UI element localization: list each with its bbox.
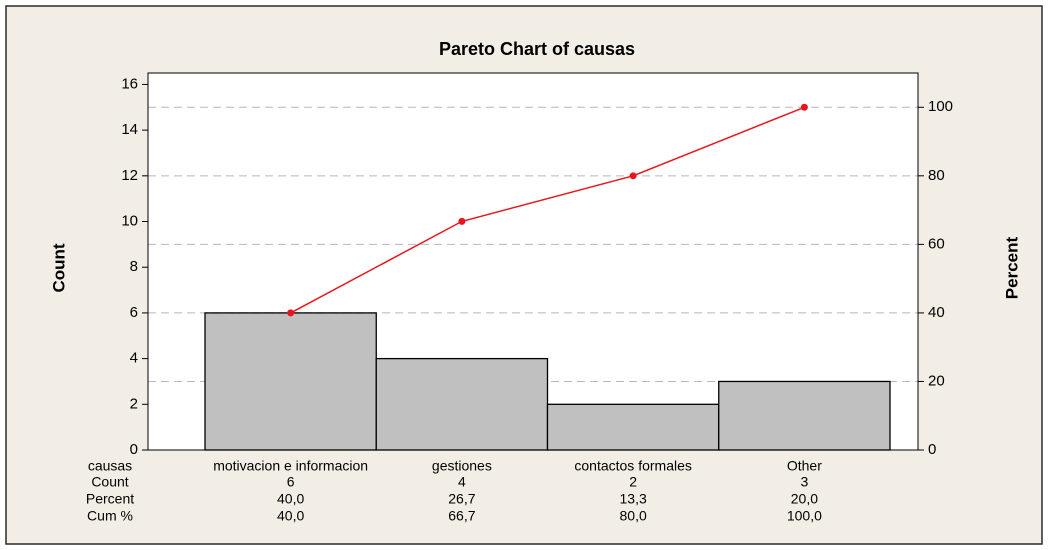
- percent-cell: 13,3: [620, 491, 647, 507]
- y-tick-label: 8: [130, 258, 138, 275]
- row-label: Count: [91, 474, 128, 490]
- cum-cell: 66,7: [448, 508, 475, 524]
- y-tick-label: 16: [121, 75, 138, 92]
- count-cell: 3: [800, 474, 808, 490]
- cumulative-point: [287, 309, 295, 317]
- row-label: Percent: [86, 491, 134, 507]
- y2-tick-label: 60: [928, 235, 945, 252]
- cum-cell: 100,0: [787, 508, 822, 524]
- row-label: causas: [88, 458, 132, 474]
- y-tick-label: 12: [121, 167, 138, 184]
- chart-title: Pareto Chart of causas: [439, 39, 635, 59]
- y2-tick-label: 100: [928, 98, 953, 115]
- y2-tick-label: 0: [928, 441, 936, 458]
- count-cell: 4: [458, 474, 466, 490]
- y2-tick-label: 40: [928, 304, 945, 321]
- y-tick-label: 6: [130, 304, 138, 321]
- count-cell: 6: [287, 474, 295, 490]
- plot-border: [147, 72, 919, 451]
- count-cell: 2: [629, 474, 637, 490]
- y2-tick-label: 20: [928, 372, 945, 389]
- y2-tick-label: 80: [928, 167, 945, 184]
- y-tick-label: 14: [121, 121, 138, 138]
- bar: [204, 312, 377, 451]
- x-tick-label: contactos formales: [574, 458, 692, 474]
- y-tick-label: 4: [130, 350, 138, 367]
- x-tick-label: gestiones: [432, 458, 492, 474]
- cumulative-line: [290, 106, 805, 314]
- bar: [718, 380, 891, 451]
- bar: [546, 403, 720, 451]
- percent-cell: 20,0: [791, 491, 818, 507]
- x-tick-label: Other: [787, 458, 822, 474]
- cum-cell: 40,0: [277, 508, 304, 524]
- cum-cell: 80,0: [620, 508, 647, 524]
- y-axis-label: Count: [49, 243, 68, 292]
- bar: [375, 357, 549, 451]
- x-tick-label: motivacion e informacion: [213, 458, 368, 474]
- y-tick-label: 0: [130, 441, 138, 458]
- cumulative-point: [629, 172, 637, 180]
- row-label: Cum %: [87, 508, 133, 524]
- y2-axis-label: Percent: [1002, 236, 1021, 299]
- y-tick-label: 2: [130, 395, 138, 412]
- cumulative-point: [800, 103, 808, 111]
- y-tick-label: 10: [121, 212, 138, 229]
- percent-cell: 26,7: [448, 491, 475, 507]
- cumulative-point: [458, 217, 466, 225]
- percent-cell: 40,0: [277, 491, 304, 507]
